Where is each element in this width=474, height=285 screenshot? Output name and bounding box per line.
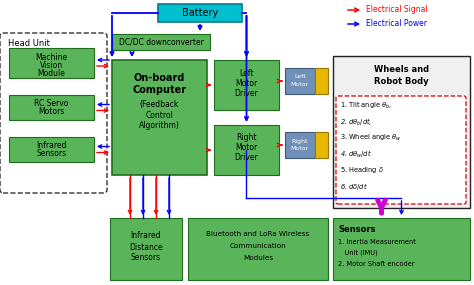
Bar <box>9 48 94 78</box>
Text: Motor: Motor <box>291 146 309 152</box>
Text: Vision: Vision <box>40 62 63 70</box>
Text: Computer: Computer <box>132 85 187 95</box>
Bar <box>214 60 279 110</box>
Bar <box>112 60 207 175</box>
Text: Right: Right <box>292 139 308 144</box>
Text: Driver: Driver <box>235 154 258 162</box>
Text: Infrared: Infrared <box>131 231 161 241</box>
Text: Head Unit: Head Unit <box>8 40 50 48</box>
Text: 3. Wheel angle $\theta_w$: 3. Wheel angle $\theta_w$ <box>340 133 401 143</box>
Text: Sensors: Sensors <box>131 253 161 262</box>
Text: Algorithm): Algorithm) <box>139 121 180 131</box>
Bar <box>188 218 328 280</box>
FancyBboxPatch shape <box>0 33 107 193</box>
Text: Sensors: Sensors <box>36 150 66 158</box>
Text: Battery: Battery <box>182 8 218 18</box>
Bar <box>333 218 470 280</box>
Bar <box>112 34 210 50</box>
FancyBboxPatch shape <box>336 96 466 204</box>
Text: Modules: Modules <box>243 255 273 261</box>
Text: RC Servo: RC Servo <box>34 99 69 107</box>
Text: Unit (IMU): Unit (IMU) <box>338 250 378 256</box>
Text: Motor: Motor <box>236 78 258 87</box>
Text: (Feedback: (Feedback <box>140 99 179 109</box>
Text: Electrical Signal: Electrical Signal <box>366 5 428 15</box>
Text: Driver: Driver <box>235 89 258 97</box>
Text: 2. $d\theta_b/dt$,: 2. $d\theta_b/dt$, <box>340 116 372 128</box>
Text: On-board: On-board <box>134 73 185 83</box>
Bar <box>214 125 279 175</box>
Text: Robot Body: Robot Body <box>374 76 429 86</box>
Bar <box>285 132 315 158</box>
Text: Control: Control <box>146 111 173 119</box>
Text: Left: Left <box>294 74 306 80</box>
Bar <box>315 68 328 94</box>
Text: Motor: Motor <box>236 144 258 152</box>
Text: 4. $d\theta_w/dt$: 4. $d\theta_w/dt$ <box>340 148 372 160</box>
Text: Communication: Communication <box>230 243 286 249</box>
Text: 6. $d\delta/dt$: 6. $d\delta/dt$ <box>340 180 368 192</box>
Text: Sensors: Sensors <box>338 225 375 233</box>
Text: Motor: Motor <box>291 82 309 87</box>
Text: Infrared: Infrared <box>36 141 67 150</box>
Bar <box>158 4 242 22</box>
Text: Machine: Machine <box>36 54 68 62</box>
Text: Distance: Distance <box>129 243 163 251</box>
Text: Left: Left <box>239 68 254 78</box>
Text: Electrical Power: Electrical Power <box>366 19 427 29</box>
Bar <box>110 218 182 280</box>
Text: DC/DC downconverter: DC/DC downconverter <box>118 38 203 46</box>
Text: Right: Right <box>236 133 257 142</box>
Text: Bluetooth and LoRa Wireless: Bluetooth and LoRa Wireless <box>206 231 310 237</box>
Text: 1. Tilt angle $\theta_b$,: 1. Tilt angle $\theta_b$, <box>340 101 392 111</box>
Text: 5. Heading $\delta$: 5. Heading $\delta$ <box>340 165 384 175</box>
Text: Module: Module <box>37 70 65 78</box>
Bar <box>9 95 94 120</box>
Bar <box>333 56 470 208</box>
Text: Motors: Motors <box>38 107 64 117</box>
Bar <box>9 137 94 162</box>
Text: 1. Inertia Measurement: 1. Inertia Measurement <box>338 239 416 245</box>
Bar <box>285 68 315 94</box>
Text: 2. Motor Shaft encoder: 2. Motor Shaft encoder <box>338 261 415 267</box>
Text: Wheels and: Wheels and <box>374 66 429 74</box>
Bar <box>315 132 328 158</box>
